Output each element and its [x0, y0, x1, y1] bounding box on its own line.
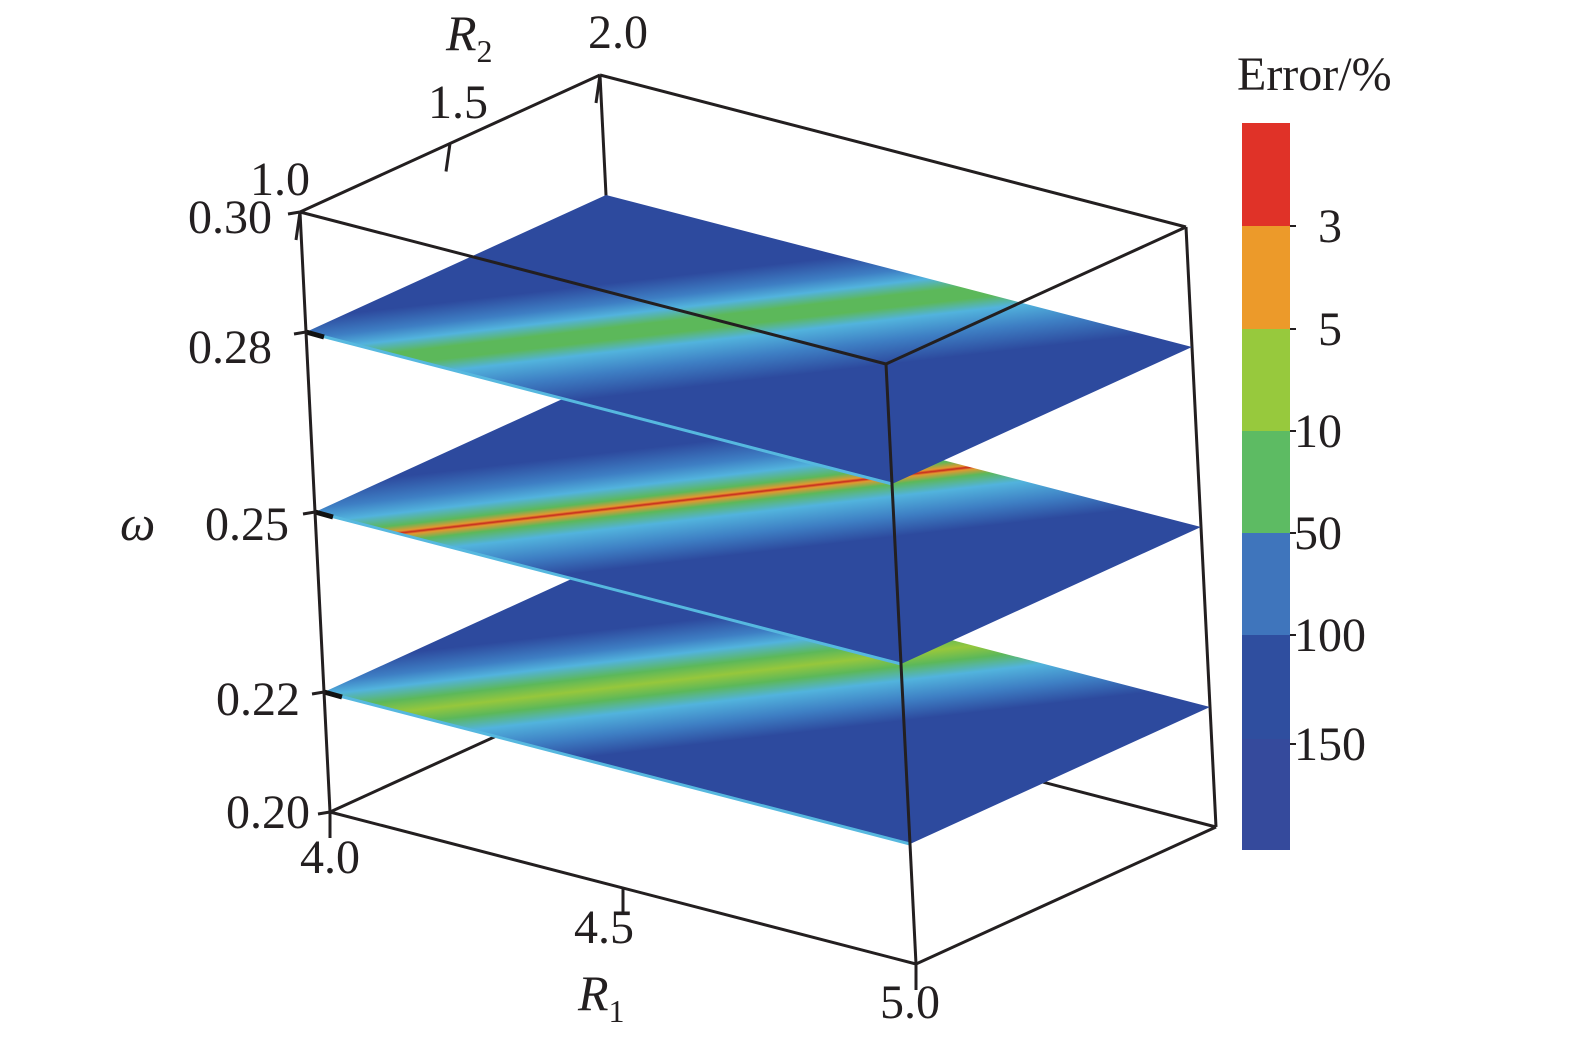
colorbar-band-4 [1242, 533, 1290, 635]
colorbar-band-2 [1242, 329, 1290, 431]
colorbar-band-5 [1242, 635, 1290, 739]
z-tick-mark-1 [311, 690, 325, 696]
z-tick-0-28: 0.28 [188, 321, 272, 374]
y-tick-1-0: 1.0 [250, 153, 310, 206]
box-edge-front-left-vertical [298, 211, 332, 813]
box-edge-top-back [599, 73, 1187, 229]
x-axis-title-main: R [577, 965, 609, 1021]
x-axis-title-sub: 1 [609, 993, 625, 1029]
slice-edge-0.25 [314, 510, 902, 666]
box-edge-top-right [885, 225, 1187, 366]
slice-omega-0.25 [315, 375, 1201, 664]
y-axis-title-main: R [445, 5, 477, 61]
colorbar-band-6 [1242, 739, 1290, 850]
colorbar-label-3: 3 [1318, 200, 1342, 253]
colorbar-label-100: 100 [1294, 609, 1366, 662]
z-tick-0-20: 0.20 [226, 786, 310, 839]
z-tick-0-25: 0.25 [205, 498, 289, 551]
colorbar-band-1 [1242, 226, 1290, 329]
z-tick-mark-4 [287, 210, 301, 216]
slice-edge-0.22 [323, 690, 911, 846]
y-axis-title-sub: 2 [477, 33, 493, 69]
box-edge-back-bottom-r2 [915, 825, 1217, 966]
y-tick-mark-1 [444, 143, 452, 172]
colorbar-label-10: 10 [1294, 405, 1342, 458]
x-tick-4-5: 4.5 [574, 901, 634, 954]
x-axis-title: R1 [577, 965, 625, 1029]
slice-marker-0.22 [323, 689, 343, 700]
y-tick-mark-0 [294, 211, 302, 241]
slice-omega-0.22 [324, 555, 1210, 844]
colorbar-band-0 [1242, 123, 1290, 226]
z-tick-mark-3 [293, 330, 307, 336]
x-tick-5-0: 5.0 [880, 976, 940, 1029]
slice-marker-0.28 [305, 329, 325, 340]
colorbar-title: Error/% [1237, 48, 1392, 101]
y-tick-2-0: 2.0 [588, 6, 648, 59]
box-edge-top-front [299, 210, 887, 366]
box-edge-front-right-vertical [884, 363, 918, 965]
colorbar-label-50: 50 [1294, 507, 1342, 560]
slice-marker-0.25 [314, 509, 334, 520]
x-tick-4-0: 4.0 [300, 831, 360, 884]
z-tick-mark-0 [317, 810, 331, 816]
y-axis-title: R2 [445, 5, 493, 69]
z-tick-0-22: 0.22 [216, 673, 300, 726]
z-axis-title: ω [120, 495, 155, 551]
tick-marks [287, 74, 918, 990]
slice-omega-0.28 [306, 195, 1192, 484]
colorbar-label-5: 5 [1318, 303, 1342, 356]
slice-edge-0.28 [305, 330, 893, 486]
colorbar-band-3 [1242, 431, 1290, 533]
y-tick-1-5: 1.5 [428, 76, 488, 129]
y-tick-mark-2 [594, 74, 602, 104]
z-tick-0-30: 0.30 [188, 191, 272, 244]
slices-layer [305, 195, 1210, 846]
colorbar-label-150: 150 [1294, 718, 1366, 771]
colorbar [1242, 123, 1296, 850]
z-tick-mark-2 [302, 510, 316, 516]
